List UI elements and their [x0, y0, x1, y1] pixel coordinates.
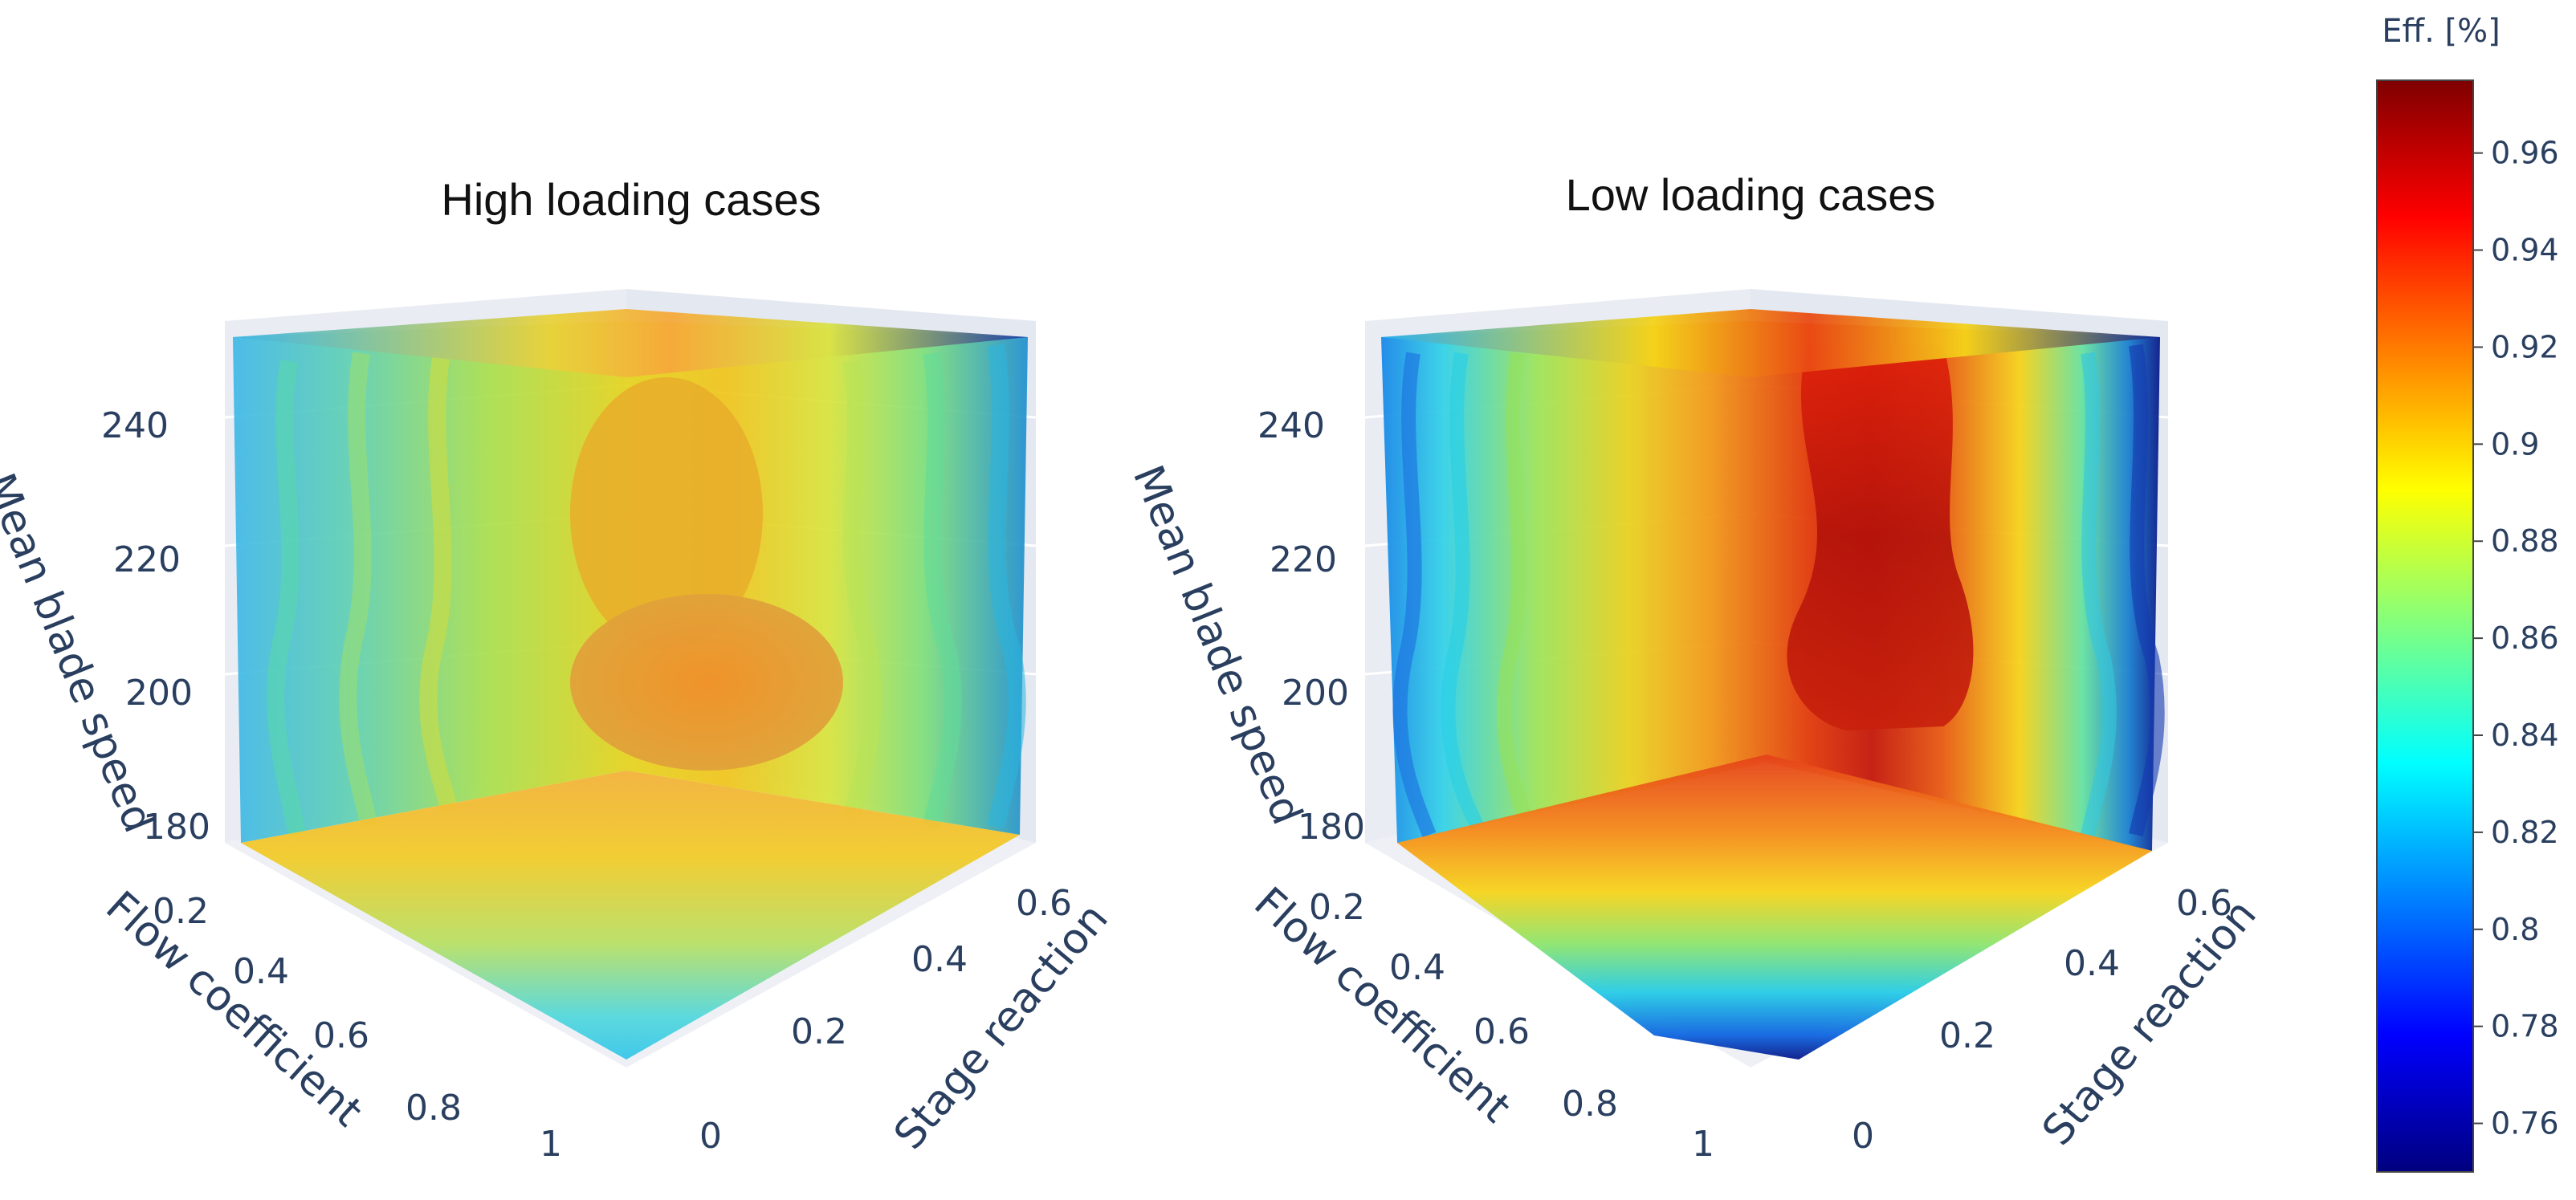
- chart-title: High loading cases: [441, 174, 821, 225]
- y-tick: 0.4: [911, 939, 968, 980]
- z-tick: 200: [125, 673, 193, 714]
- x-tick: 0.6: [313, 1015, 369, 1056]
- z-tick: 180: [143, 807, 210, 848]
- colorbar-tick-label: 0.9: [2491, 426, 2539, 462]
- z-axis-title: Mean blade speed: [0, 467, 163, 840]
- surface-top: [233, 309, 1028, 377]
- colorbar-tick-label: 0.86: [2491, 620, 2559, 656]
- x-axis-title: Flow coefficient: [96, 882, 371, 1136]
- colorbar-tick-label: 0.78: [2491, 1009, 2559, 1044]
- surface-top: [1381, 309, 2160, 377]
- panel-low-loading: Low loading cases 180 200 220 240 Mean b…: [1123, 169, 2266, 1165]
- x-tick: 0.4: [233, 951, 289, 992]
- x-tick: 0.2: [153, 891, 209, 932]
- colorbar-tick-label: 0.82: [2491, 815, 2559, 850]
- surface-layers: [267, 344, 1026, 836]
- z-tick: 220: [113, 539, 181, 580]
- panel-high-loading: High loading cases 180 200 220: [0, 174, 1118, 1165]
- z-tick: 240: [101, 405, 169, 446]
- colorbar-tick-label: 0.88: [2491, 523, 2559, 559]
- colorbar: Eff. [%] 0.96 0.94 0.92 0.9 0.88 0.86 0.84 0.82…: [2376, 13, 2559, 1173]
- x-tick: 0.8: [406, 1088, 462, 1129]
- x-tick: 0.4: [1389, 947, 1445, 988]
- x-tick: 1: [1692, 1124, 1714, 1165]
- x-tick: 0.8: [1562, 1084, 1618, 1125]
- y-tick: 0: [699, 1116, 722, 1157]
- surface-floor: [241, 771, 1020, 1060]
- y-axis-title: Stage reaction: [885, 895, 1118, 1159]
- colorbar-gradient: [2376, 79, 2474, 1173]
- x-tick: 0.6: [1473, 1011, 1530, 1052]
- colorbar-tick-label: 0.8: [2491, 912, 2539, 947]
- y-tick: 0.4: [2064, 943, 2120, 984]
- surface-core: [1787, 345, 1974, 730]
- y-tick: 0.6: [1016, 883, 1072, 924]
- colorbar-tick-label: 0.76: [2491, 1106, 2559, 1141]
- y-tick: 0.6: [2176, 883, 2232, 924]
- z-axis: 180 200 220 240 Mean blade speed: [1123, 405, 1365, 848]
- surface-layers: [1392, 344, 2165, 838]
- y-tick: 0: [1852, 1116, 1874, 1157]
- surface-floor: [1397, 755, 2152, 1060]
- colorbar-tick-label: 0.94: [2491, 233, 2559, 268]
- z-tick: 180: [1298, 807, 1365, 848]
- x-tick: 1: [540, 1124, 562, 1165]
- z-axis: 180 200 220 240 Mean blade speed: [0, 405, 210, 848]
- colorbar-tick-label: 0.92: [2491, 329, 2559, 364]
- surface-core-lower: [570, 594, 843, 771]
- colorbar-title: Eff. [%]: [2382, 13, 2500, 50]
- x-axis-title: Flow coefficient: [1245, 878, 1519, 1132]
- z-tick: 200: [1282, 673, 1349, 714]
- z-axis-title: Mean blade speed: [1123, 459, 1311, 832]
- y-tick: 0.2: [1939, 1015, 1995, 1056]
- y-tick: 0.2: [791, 1011, 847, 1052]
- chart-title: Low loading cases: [1566, 169, 1936, 220]
- colorbar-tick-label: 0.84: [2491, 718, 2559, 753]
- surface-core-upper: [570, 377, 763, 650]
- colorbar-tick-label: 0.96: [2491, 136, 2559, 171]
- z-tick: 220: [1270, 539, 1337, 580]
- surface-back: [1381, 321, 2160, 851]
- x-tick: 0.2: [1309, 887, 1365, 928]
- colorbar-ticks: 0.96 0.94 0.92 0.9 0.88 0.86 0.84 0.82 0.8 0.78 0.…: [2473, 136, 2559, 1141]
- z-tick: 240: [1257, 405, 1325, 446]
- y-axis-title: Stage reaction: [2033, 891, 2266, 1155]
